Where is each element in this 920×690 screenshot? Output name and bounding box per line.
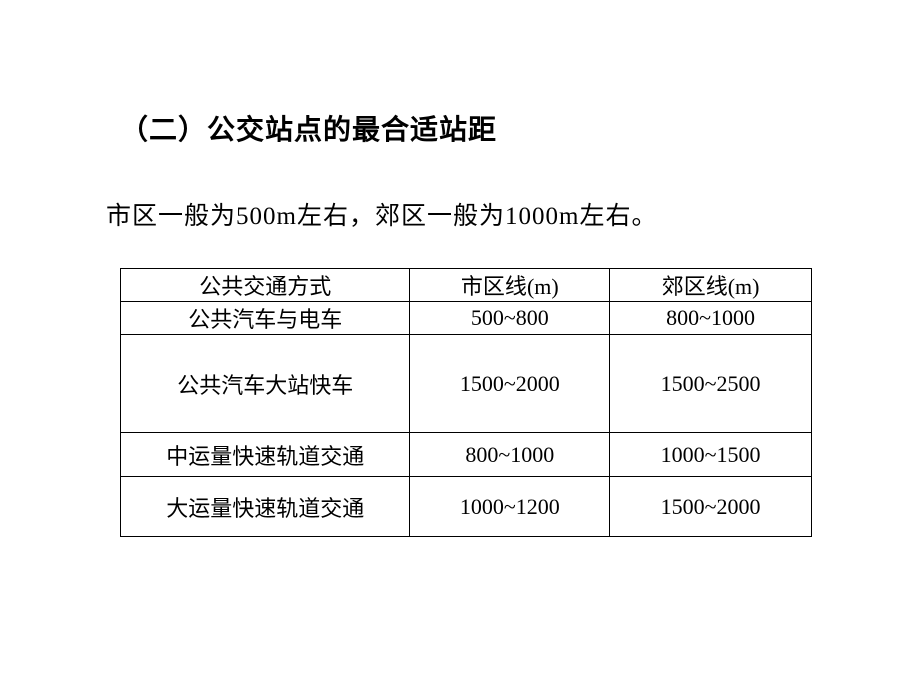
text-number: 500m xyxy=(236,203,297,230)
table-container: 公共交通方式 市区线(m) 郊区线(m) 公共汽车与电车 500~800 800… xyxy=(106,268,814,537)
table-header-row: 公共交通方式 市区线(m) 郊区线(m) xyxy=(121,269,812,302)
cell-mode: 公共汽车大站快车 xyxy=(121,335,410,433)
table-row: 中运量快速轨道交通 800~1000 1000~1500 xyxy=(121,433,812,477)
header-transport-mode: 公共交通方式 xyxy=(121,269,410,302)
cell-suburban: 1000~1500 xyxy=(610,433,812,477)
section-heading: （二）公交站点的最合适站距 xyxy=(106,108,814,148)
description-text: 市区一般为500m左右，郊区一般为1000m左右。 xyxy=(106,196,814,232)
station-distance-table: 公共交通方式 市区线(m) 郊区线(m) 公共汽车与电车 500~800 800… xyxy=(120,268,812,537)
header-urban-line: 市区线(m) xyxy=(410,269,610,302)
table-row: 公共汽车与电车 500~800 800~1000 xyxy=(121,302,812,335)
cell-suburban: 1500~2000 xyxy=(610,477,812,537)
text-part: 市区一般为 xyxy=(106,203,236,230)
text-part: 左右。 xyxy=(579,203,657,230)
cell-urban: 1000~1200 xyxy=(410,477,610,537)
cell-mode: 大运量快速轨道交通 xyxy=(121,477,410,537)
cell-suburban: 1500~2500 xyxy=(610,335,812,433)
cell-mode: 公共汽车与电车 xyxy=(121,302,410,335)
cell-suburban: 800~1000 xyxy=(610,302,812,335)
slide-content: （二）公交站点的最合适站距 市区一般为500m左右，郊区一般为1000m左右。 … xyxy=(0,0,920,537)
header-suburban-line: 郊区线(m) xyxy=(610,269,812,302)
cell-mode: 中运量快速轨道交通 xyxy=(121,433,410,477)
cell-urban: 800~1000 xyxy=(410,433,610,477)
cell-urban: 1500~2000 xyxy=(410,335,610,433)
table-row: 大运量快速轨道交通 1000~1200 1500~2000 xyxy=(121,477,812,537)
table-row: 公共汽车大站快车 1500~2000 1500~2500 xyxy=(121,335,812,433)
text-part: 左右，郊区一般为 xyxy=(297,203,505,230)
text-number: 1000m xyxy=(505,203,579,230)
cell-urban: 500~800 xyxy=(410,302,610,335)
